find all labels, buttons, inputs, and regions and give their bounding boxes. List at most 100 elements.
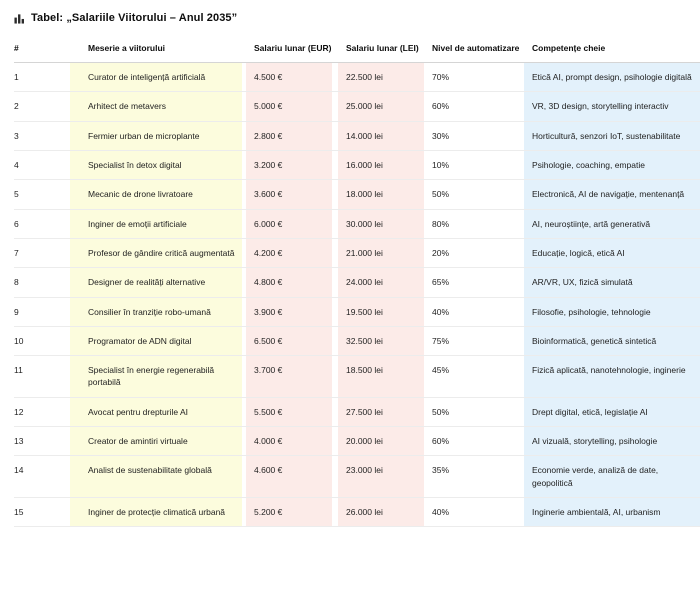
job-title-cell: Analist de sustenabilitate globală — [70, 455, 242, 498]
table-row: 6 Inginer de emoții artificiale 6.000 €30.… — [14, 209, 700, 239]
salary-lei-cell: 32.500 lei — [338, 326, 424, 357]
column-gap — [242, 179, 246, 210]
skills-cell: Etică AI, prompt design, psihologie digi… — [524, 62, 700, 93]
column-gap — [332, 297, 338, 327]
salaries-table: # Meserie a viitorului Salariu lunar (EU… — [14, 39, 700, 528]
column-gap — [242, 91, 246, 122]
column-gap — [242, 326, 246, 357]
column-gap — [242, 209, 246, 239]
automation-level-cell: 45% — [424, 355, 524, 398]
row-number-cell: 12 — [14, 397, 70, 428]
job-title-cell: Avocat pentru drepturile AI — [70, 397, 242, 428]
row-number-cell: 14 — [14, 455, 70, 498]
salary-eur-cell: 4.200 € — [246, 238, 332, 269]
table-row: 9 Consilier în tranziție robo-umană 3.900 … — [14, 297, 700, 327]
row-number-cell: 15 — [14, 497, 70, 528]
automation-level-cell: 75% — [424, 326, 524, 357]
automation-level-cell: 35% — [424, 455, 524, 498]
row-number-cell: 6 — [14, 209, 70, 239]
row-number-cell: 3 — [14, 121, 70, 151]
job-title-cell: Arhitect de metavers — [70, 91, 242, 122]
job-title-cell: Programator de ADN digital — [70, 326, 242, 357]
column-gap — [332, 497, 338, 528]
salary-lei-cell: 16.000 lei — [338, 150, 424, 181]
job-title-cell: Inginer de emoții artificiale — [70, 209, 242, 239]
salary-eur-cell: 6.500 € — [246, 326, 332, 357]
salary-eur-cell: 3.900 € — [246, 297, 332, 327]
automation-level-cell: 10% — [424, 150, 524, 181]
row-number-cell: 11 — [14, 355, 70, 398]
skills-cell: AR/VR, UX, fizică simulată — [524, 267, 700, 298]
salary-eur-cell: 2.800 € — [246, 121, 332, 151]
row-number-cell: 2 — [14, 91, 70, 122]
table-row: 12 Avocat pentru drepturile AI 5.500 €27.5… — [14, 397, 700, 428]
salary-eur-cell: 3.200 € — [246, 150, 332, 181]
skills-cell: Inginerie ambientală, AI, urbanism — [524, 497, 700, 528]
skills-cell: Psihologie, coaching, empatie — [524, 150, 700, 181]
salary-lei-cell: 21.000 lei — [338, 238, 424, 269]
job-title-cell: Fermier urban de microplante — [70, 121, 242, 151]
skills-cell: AI, neuroștiințe, artă generativă — [524, 209, 700, 239]
column-gap — [332, 426, 338, 457]
document-page: Tabel: „Salariile Viitorului – Anul 2035… — [14, 12, 700, 528]
column-header-salary-eur: Salariu lunar (EUR) — [246, 39, 332, 63]
salary-lei-cell: 24.000 lei — [338, 267, 424, 298]
salary-eur-cell: 4.800 € — [246, 267, 332, 298]
column-header-automation: Nivel de automatizare — [424, 39, 524, 63]
salary-eur-cell: 5.200 € — [246, 497, 332, 528]
column-gap — [242, 39, 246, 63]
job-title-cell: Curator de inteligență artificială — [70, 62, 242, 93]
table-row: 1 Curator de inteligență artificială 4.500… — [14, 62, 700, 93]
automation-level-cell: 20% — [424, 238, 524, 269]
page-title: Tabel: „Salariile Viitorului – Anul 2035… — [31, 12, 238, 24]
salary-lei-cell: 23.000 lei — [338, 455, 424, 498]
table-row: 2 Arhitect de metavers 5.000 €25.000 lei 60… — [14, 91, 700, 122]
table-row: 4 Specialist în detox digital 3.200 €16.00… — [14, 150, 700, 181]
table-row: 10 Programator de ADN digital 6.500 €32.50… — [14, 326, 700, 357]
column-gap — [242, 62, 246, 93]
row-number-cell: 13 — [14, 426, 70, 457]
job-title-cell: Designer de realități alternative — [70, 267, 242, 298]
salary-lei-cell: 30.000 lei — [338, 209, 424, 239]
column-header-skills: Competențe cheie — [524, 39, 700, 63]
column-gap — [242, 497, 246, 528]
column-gap — [332, 179, 338, 210]
salary-eur-cell: 5.500 € — [246, 397, 332, 428]
skills-cell: Fizică aplicată, nanotehnologie, inginer… — [524, 355, 700, 398]
row-number-cell: 7 — [14, 238, 70, 269]
column-header-job: Meserie a viitorului — [70, 39, 242, 63]
automation-level-cell: 65% — [424, 267, 524, 298]
column-gap — [242, 355, 246, 398]
salary-lei-cell: 18.000 lei — [338, 179, 424, 210]
column-gap — [242, 121, 246, 151]
column-gap — [332, 238, 338, 269]
column-gap — [242, 455, 246, 498]
job-title-cell: Specialist în detox digital — [70, 150, 242, 181]
salary-eur-cell: 4.500 € — [246, 62, 332, 93]
salary-lei-cell: 14.000 lei — [338, 121, 424, 151]
automation-level-cell: 40% — [424, 497, 524, 528]
skills-cell: Filosofie, psihologie, tehnologie — [524, 297, 700, 327]
row-number-cell: 9 — [14, 297, 70, 327]
automation-level-cell: 40% — [424, 297, 524, 327]
column-gap — [242, 397, 246, 428]
column-gap — [332, 355, 338, 398]
job-title-cell: Inginer de protecție climatică urbană — [70, 497, 242, 528]
row-number-cell: 8 — [14, 267, 70, 298]
row-number-cell: 4 — [14, 150, 70, 181]
table-row: 15 Inginer de protecție climatică urbană 5… — [14, 497, 700, 528]
automation-level-cell: 70% — [424, 62, 524, 93]
automation-level-cell: 60% — [424, 91, 524, 122]
column-header-salary-lei: Salariu lunar (LEI) — [338, 39, 424, 63]
salary-eur-cell: 3.600 € — [246, 179, 332, 210]
automation-level-cell: 60% — [424, 426, 524, 457]
table-body: 1 Curator de inteligență artificială 4.500… — [14, 62, 700, 528]
skills-cell: Economie verde, analiză de date, geopoli… — [524, 455, 700, 498]
automation-level-cell: 50% — [424, 397, 524, 428]
column-gap — [242, 267, 246, 298]
table-header-row: # Meserie a viitorului Salariu lunar (EU… — [14, 39, 700, 63]
column-gap — [242, 238, 246, 269]
column-gap — [332, 326, 338, 357]
salary-eur-cell: 3.700 € — [246, 355, 332, 398]
column-gap — [242, 150, 246, 181]
